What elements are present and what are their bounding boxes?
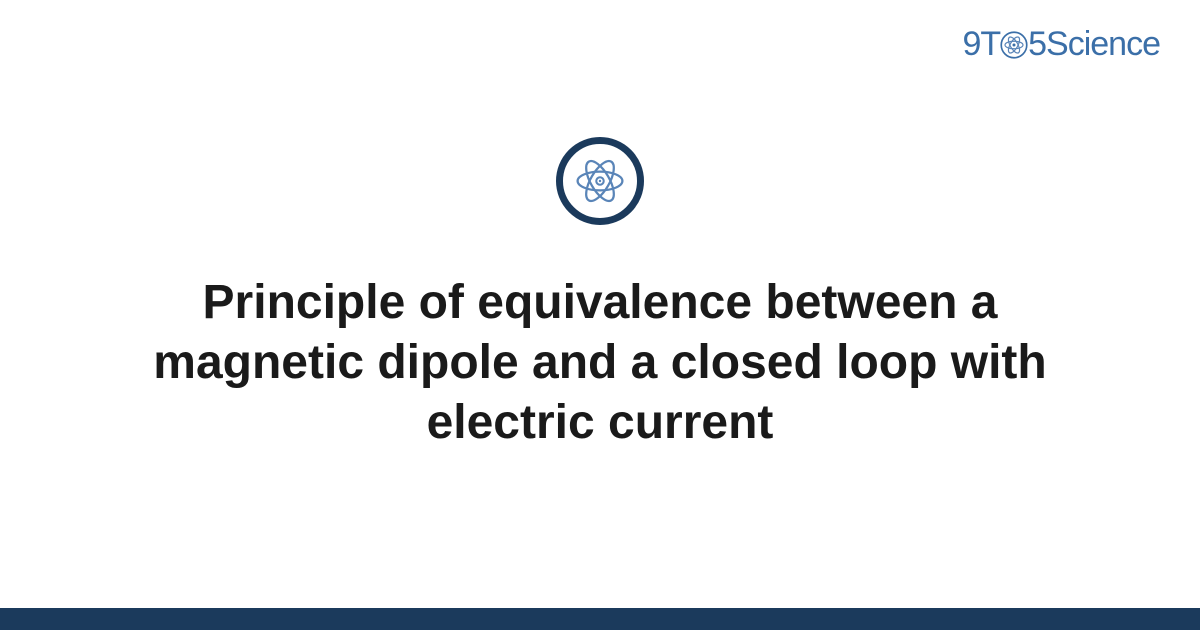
bottom-accent-bar [0, 608, 1200, 630]
center-icon-ring [556, 137, 644, 225]
main-content: Principle of equivalence between a magne… [0, 0, 1200, 630]
atom-icon [570, 151, 630, 211]
page-title: Principle of equivalence between a magne… [110, 273, 1090, 453]
